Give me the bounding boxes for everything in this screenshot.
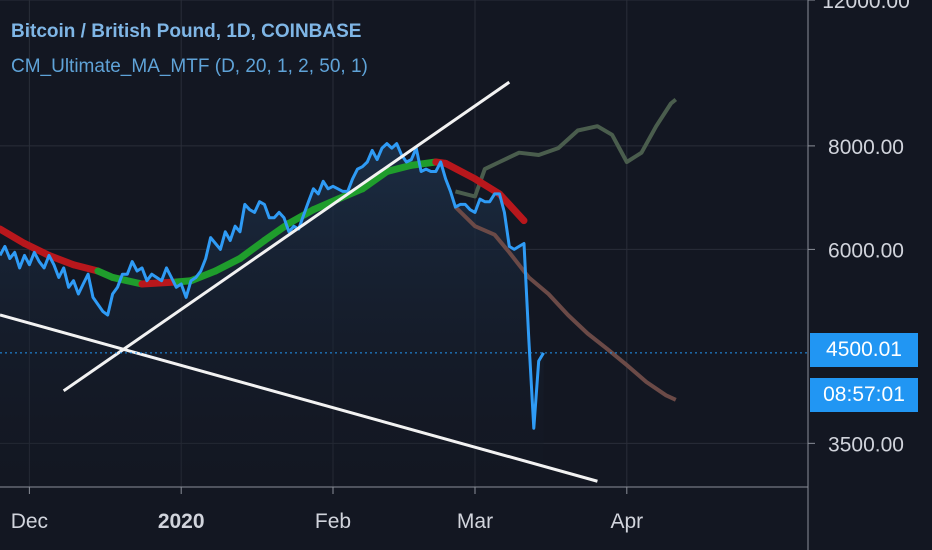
trendline-descending-line[interactable] xyxy=(0,313,598,483)
projection-lower-line[interactable] xyxy=(454,205,677,402)
time-tick-label: Feb xyxy=(315,510,351,533)
bar-countdown-label: 08:57:01 xyxy=(810,378,918,412)
last-price-label: 4500.01 xyxy=(810,333,918,367)
moving-average-segment[interactable] xyxy=(309,195,342,214)
time-tick-label: Dec xyxy=(11,510,48,533)
projection-upper-line[interactable] xyxy=(454,97,678,199)
time-tick-label: Mar xyxy=(457,510,493,533)
price-tick-label: 6000.00 xyxy=(828,239,904,262)
price-tick-label: 3500.00 xyxy=(828,433,904,456)
moving-average-segment[interactable] xyxy=(495,190,528,225)
moving-average-segment[interactable] xyxy=(383,161,415,176)
moving-average-segment[interactable] xyxy=(442,159,479,183)
symbol-title: Bitcoin / British Pound, 1D, COINBASE xyxy=(11,21,362,42)
price-tick-label: 12000.00 xyxy=(822,0,910,13)
moving-average-segment[interactable] xyxy=(285,206,317,227)
time-axis[interactable]: Dec 2020 Feb Mar Apr xyxy=(11,487,643,533)
moving-average-segment[interactable] xyxy=(109,273,146,288)
price-axis[interactable]: 12000.00 8000.00 6000.00 3500.00 xyxy=(808,0,910,456)
moving-average-segment[interactable] xyxy=(20,239,53,259)
price-tick-label: 8000.00 xyxy=(828,136,904,159)
moving-average-segment[interactable] xyxy=(407,158,440,169)
indicator-legend[interactable]: CM_Ultimate_MA_MTF (D, 20, 1, 2, 50, 1) xyxy=(11,56,368,77)
moving-average-segment[interactable] xyxy=(138,278,180,288)
price-area-fill xyxy=(0,143,544,487)
moving-average-segment[interactable] xyxy=(358,168,391,193)
time-tick-label: Apr xyxy=(610,510,643,533)
moving-average-segment[interactable] xyxy=(260,219,293,245)
trendline-support-line[interactable] xyxy=(62,80,511,393)
moving-average-segment[interactable] xyxy=(236,237,268,263)
moving-average-segment[interactable] xyxy=(0,225,28,247)
price-line[interactable] xyxy=(0,142,545,430)
moving-average-segment[interactable] xyxy=(69,261,102,275)
chart-series[interactable] xyxy=(0,80,678,483)
price-area xyxy=(0,143,544,487)
moving-average-segment[interactable] xyxy=(211,255,244,275)
moving-average-segment[interactable] xyxy=(45,251,77,269)
time-tick-label: 2020 xyxy=(158,510,205,533)
moving-average-segment[interactable] xyxy=(471,175,503,198)
